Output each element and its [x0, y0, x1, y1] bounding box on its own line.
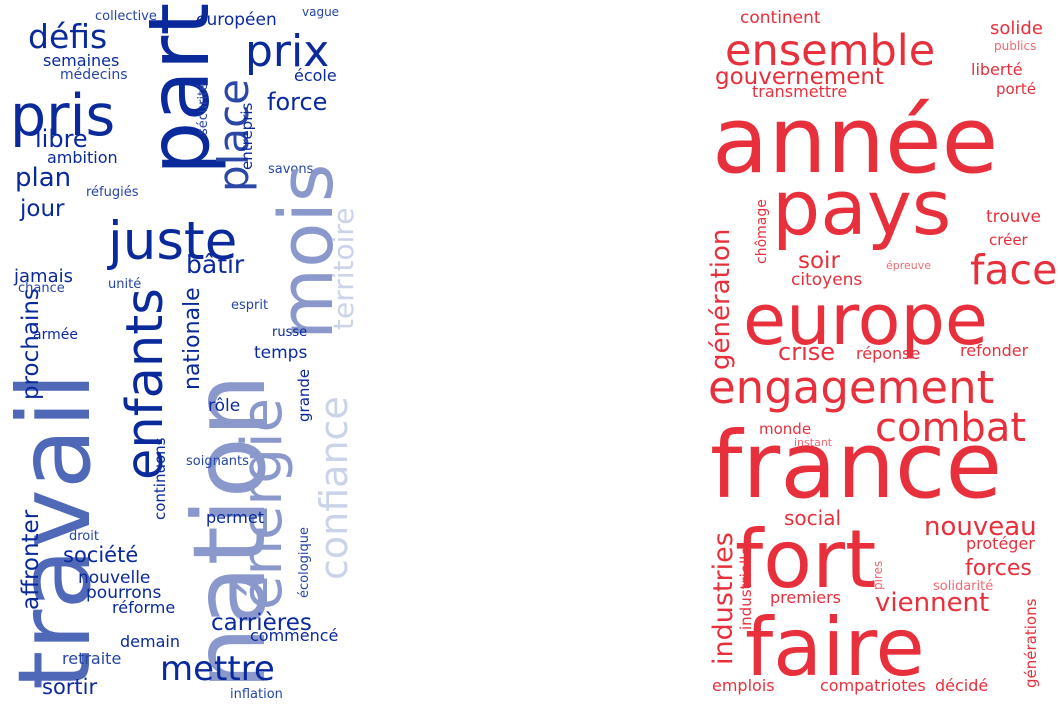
- word-right-17: citoyens: [791, 270, 863, 290]
- word-right-6: transmettre: [752, 82, 848, 101]
- word-right-15: soir: [798, 248, 840, 274]
- word-left-17: réfugiés: [86, 185, 139, 200]
- word-left-27: bâtir: [186, 250, 245, 279]
- word-left-56: inflation: [230, 687, 283, 702]
- word-left-46: société: [63, 543, 139, 567]
- word-right-42: décidé: [935, 676, 989, 695]
- word-right-40: emplois: [712, 676, 775, 695]
- word-left-24: jamais: [14, 266, 73, 287]
- word-left-47: nouvelle: [78, 568, 151, 588]
- word-right-28: social: [784, 506, 842, 530]
- word-right-11: trouve: [986, 207, 1041, 227]
- word-right-26: france: [710, 412, 1003, 519]
- word-right-36: premiers: [770, 588, 842, 607]
- word-right-2: publics: [994, 39, 1037, 53]
- word-left-7: école: [294, 66, 337, 85]
- word-left-10: force: [267, 88, 328, 116]
- word-right-30: fort: [735, 513, 877, 606]
- word-left-4: prix: [245, 26, 330, 77]
- word-right-16: face: [970, 246, 1058, 294]
- word-right-20: réponse: [856, 344, 921, 363]
- word-left-54: mettre: [160, 649, 275, 689]
- word-left-52: demain: [120, 632, 180, 651]
- word-left-48: pourrons: [86, 583, 162, 603]
- word-right-33: pires: [871, 560, 885, 590]
- word-cloud-red: continent solide publics ensemble gouverneme…: [700, 0, 1060, 713]
- word-left-37: énergie: [230, 398, 295, 610]
- word-right-9: pays: [772, 163, 952, 252]
- word-left-43: permet: [206, 508, 264, 527]
- word-left-13: sécurité: [196, 82, 211, 135]
- word-right-1: solide: [990, 18, 1043, 39]
- word-right-31: protéger: [966, 534, 1035, 553]
- word-right-37: viennent: [875, 588, 990, 618]
- word-right-14: génération: [706, 228, 736, 370]
- word-left-41: soignants: [186, 454, 249, 469]
- word-right-7: porté: [996, 80, 1036, 98]
- word-left-34: armée: [33, 327, 78, 343]
- word-left-33: prochains: [18, 288, 44, 400]
- word-left-8: pris: [10, 83, 116, 149]
- word-left-0: collective: [95, 9, 157, 24]
- word-left-32: affronter: [18, 509, 44, 610]
- word-left-38: confiance: [312, 396, 356, 580]
- word-right-29: nouveau: [924, 512, 1037, 542]
- word-left-49: réforme: [112, 598, 176, 617]
- word-left-20: juste: [108, 211, 238, 272]
- word-right-19: crise: [778, 338, 835, 366]
- word-right-34: forces: [965, 556, 1032, 581]
- word-left-11: libre: [35, 125, 88, 153]
- word-right-4: gouvernement: [715, 64, 884, 90]
- word-right-27: industries: [708, 532, 739, 665]
- word-left-16: plan: [15, 163, 72, 193]
- word-right-25: instant: [794, 436, 833, 449]
- word-left-2: défis: [28, 17, 108, 56]
- word-left-5: semaines: [43, 51, 120, 70]
- word-right-38: générations: [1022, 598, 1040, 688]
- word-left-53: retraite: [62, 649, 122, 668]
- word-left-1: vague: [302, 5, 340, 19]
- word-left-26: unité: [108, 277, 142, 292]
- word-left-39: rôle: [208, 396, 241, 416]
- word-left-40: grande: [295, 368, 313, 422]
- word-right-35: solidarité: [933, 579, 994, 594]
- word-left-35: temps: [254, 343, 308, 363]
- word-left-44: écologique: [297, 526, 312, 598]
- word-left-3: européen: [196, 10, 277, 30]
- word-right-39: faire: [745, 601, 925, 694]
- word-right-8: année: [712, 87, 999, 194]
- word-right-5: liberté: [971, 60, 1023, 79]
- word-right-23: combat: [875, 405, 1027, 451]
- word-right-3: ensemble: [725, 26, 936, 76]
- word-left-50: carrières: [211, 610, 312, 636]
- word-left-45: droit: [69, 529, 99, 544]
- word-left-30: russe: [272, 325, 308, 340]
- word-cloud-blue: collective vague défis européen prix semaines…: [0, 0, 370, 713]
- word-right-21: refonder: [960, 341, 1029, 360]
- word-right-41: compatriotes: [820, 676, 926, 695]
- word-right-10: chômage: [754, 199, 770, 264]
- word-left-25: chance: [18, 281, 65, 296]
- word-left-42: continuons: [151, 437, 169, 521]
- word-left-55: sortir: [42, 675, 98, 699]
- word-right-18: europe: [743, 279, 988, 361]
- word-left-29: esprit: [231, 298, 269, 313]
- word-left-14: entrepris: [238, 102, 256, 170]
- word-right-13: épreuve: [886, 259, 932, 272]
- word-left-18: savons: [268, 162, 314, 177]
- word-left-51: commencé: [250, 626, 339, 645]
- word-left-19: jour: [20, 196, 65, 222]
- word-left-15: ambition: [47, 148, 118, 167]
- word-left-6: médecins: [60, 67, 128, 83]
- word-right-24: monde: [759, 420, 812, 438]
- word-left-22: territoire: [327, 207, 360, 330]
- word-right-0: continent: [740, 8, 821, 28]
- word-right-22: engagement: [708, 361, 995, 414]
- word-right-12: créer: [989, 231, 1028, 249]
